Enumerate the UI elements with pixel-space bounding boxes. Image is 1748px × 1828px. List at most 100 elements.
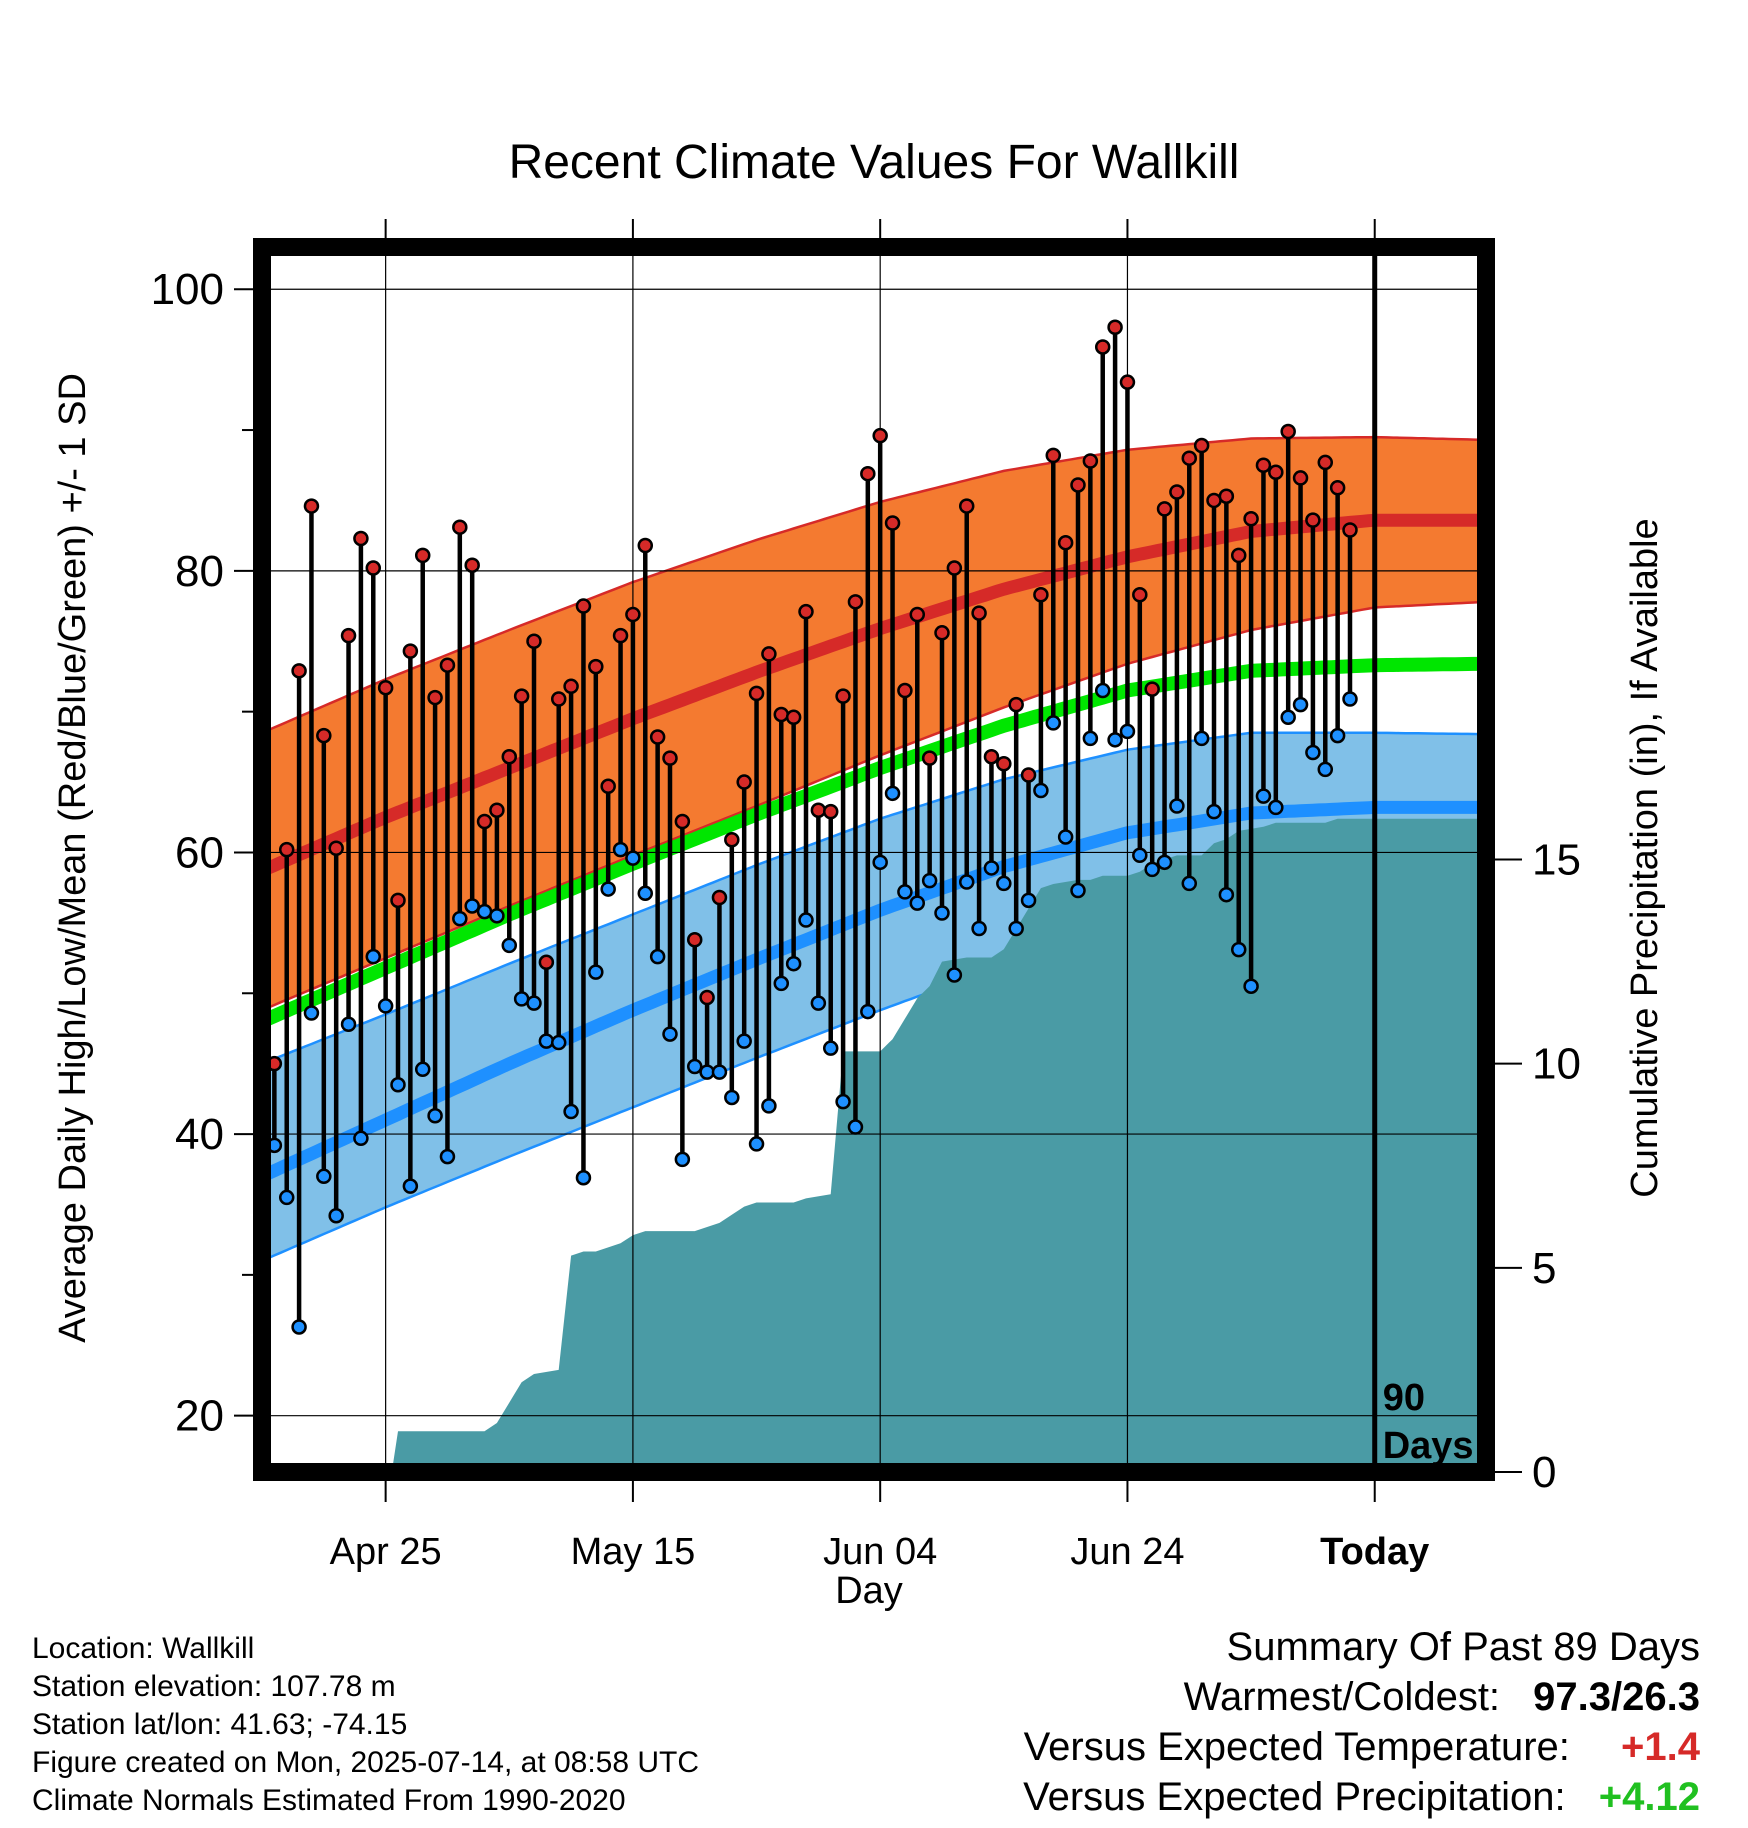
daily-high-point (1144, 681, 1160, 697)
daily-low-point (1292, 696, 1309, 713)
daily-high-point (452, 519, 468, 535)
daily-high-point (612, 627, 629, 644)
normals-text: Climate Normals Estimated From 1990-2020 (32, 1784, 626, 1817)
daily-high-point (563, 678, 579, 695)
daily-low-point (1082, 730, 1099, 747)
daily-high-point (649, 729, 666, 745)
daily-low-point (773, 975, 790, 992)
daily-high-point (822, 803, 839, 820)
daily-low-point (1094, 682, 1111, 699)
daily-high-point (1082, 453, 1099, 469)
daily-low-point (1057, 829, 1074, 845)
daily-low-point (377, 998, 394, 1014)
daily-high-point (476, 813, 493, 830)
daily-high-point (526, 633, 542, 650)
daily-low-point (785, 955, 802, 972)
daily-high-point (711, 889, 728, 906)
daily-high-point (588, 658, 604, 675)
daily-low-point (489, 908, 505, 924)
y-axis-label: Average Daily High/Low/Mean (Red/Blue/Gr… (52, 373, 94, 1343)
temperature-departure-row: Versus Expected Temperature: +1.4 (1023, 1722, 1700, 1772)
daily-high-point (1132, 587, 1148, 603)
y2-tick-label: 0 (1532, 1448, 1556, 1497)
daily-low-point (278, 1189, 295, 1206)
daily-low-point (699, 1064, 715, 1080)
daily-low-point (365, 948, 382, 965)
daily-high-point (847, 594, 864, 610)
daily-high-point (427, 689, 443, 706)
daily-high-point (1206, 492, 1222, 509)
precipitation-departure-row: Versus Expected Precipitation: +4.12 (1023, 1772, 1700, 1822)
station-metadata: Location: Wallkill Station elevation: 10… (32, 1630, 699, 1820)
daily-high-point (934, 625, 950, 641)
y2-tick-label: 10 (1532, 1040, 1581, 1089)
daily-low-point (996, 875, 1012, 892)
x-tick-label: Jun 24 (1070, 1531, 1184, 1573)
daily-high-point (1280, 423, 1296, 440)
daily-high-point (810, 802, 827, 818)
y-tick-label: 60 (175, 828, 224, 877)
daily-high-point (575, 598, 592, 614)
daily-low-point (1218, 886, 1235, 903)
daily-low-point (1193, 730, 1210, 747)
daily-low-point (958, 874, 975, 890)
daily-low-point (934, 905, 950, 921)
daily-high-point (1045, 447, 1062, 464)
daily-low-point (303, 1005, 320, 1021)
daily-high-point (291, 663, 307, 679)
daily-low-point (588, 964, 604, 980)
climate-chart: Recent Climate Values For Wallkill 90 Day… (52, 136, 1666, 1612)
daily-high-point (1181, 450, 1198, 466)
daily-low-point (402, 1178, 419, 1194)
daily-low-point (872, 854, 888, 871)
daily-high-point (798, 603, 814, 620)
daily-high-point (501, 748, 518, 765)
location-text: Location: Wallkill (32, 1632, 255, 1665)
daily-low-point (897, 884, 913, 900)
daily-high-point (860, 465, 876, 482)
y2-tick-label: 5 (1532, 1244, 1556, 1293)
daily-low-point (464, 898, 480, 914)
daily-low-point (1144, 861, 1160, 878)
daily-low-point (1119, 723, 1136, 740)
daily-low-point (316, 1168, 332, 1185)
daily-low-point (612, 841, 629, 858)
daily-low-point (513, 991, 530, 1007)
daily-high-point (773, 706, 790, 723)
daily-high-point (625, 606, 641, 623)
high-band-edge (262, 435, 1486, 734)
daily-low-point (1329, 727, 1346, 744)
daily-high-point (686, 932, 703, 948)
daily-low-point (946, 967, 963, 983)
daily-high-point (674, 813, 691, 830)
y-tick-label: 100 (151, 265, 224, 314)
y-tick-label: 20 (175, 1392, 224, 1441)
daily-high-point (897, 682, 913, 699)
daily-high-point (1070, 477, 1086, 493)
daily-low-point (328, 1207, 344, 1224)
daily-high-point (464, 557, 480, 573)
daily-high-point (390, 892, 406, 909)
daily-low-point (971, 920, 987, 937)
daily-high-point (1107, 319, 1123, 336)
y-tick-label: 80 (175, 547, 224, 596)
daily-low-point (1008, 920, 1024, 937)
daily-high-point (1094, 339, 1111, 355)
chart-title: Recent Climate Values For Wallkill (509, 136, 1240, 189)
daily-low-point (427, 1108, 443, 1124)
daily-low-point (526, 995, 542, 1011)
warmest-coldest-row: Warmest/Coldest: 97.3/26.3 (1023, 1672, 1700, 1722)
daily-low-point (822, 1040, 839, 1056)
normal-mean-line (262, 656, 1486, 1028)
daily-low-point (1020, 892, 1037, 909)
daily-low-point (439, 1148, 456, 1165)
daily-high-point (328, 840, 344, 856)
daily-low-point (600, 881, 616, 897)
daily-low-point (563, 1103, 579, 1120)
daily-low-point (835, 1093, 851, 1110)
plot-area: 90 Days 20 40 60 80 100 0 5 10 15 Apr 25 May 15 Jun 0… (151, 219, 1581, 1573)
daily-low-point (1181, 875, 1198, 892)
daily-high-point (1119, 374, 1136, 390)
daily-high-point (1193, 437, 1210, 454)
daily-low-point (662, 1026, 678, 1042)
